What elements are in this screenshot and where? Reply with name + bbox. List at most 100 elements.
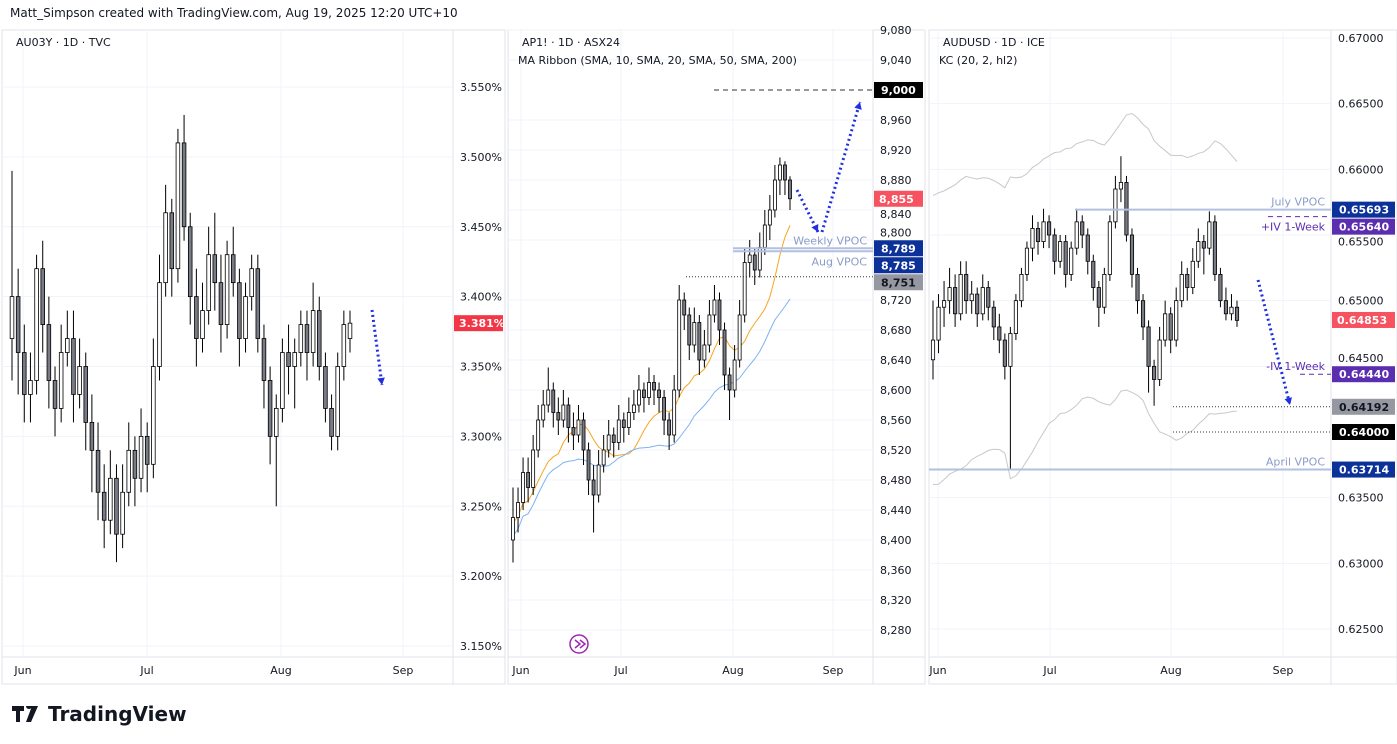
- candle-body: [606, 434, 611, 451]
- x-tick-label: Sep: [823, 664, 844, 677]
- candle-body: [747, 254, 752, 263]
- y-tick-label: 8,440: [880, 504, 912, 517]
- candle-body: [1179, 273, 1184, 302]
- arrow-head-icon: [1284, 397, 1292, 405]
- last-price-bg: [454, 315, 503, 332]
- price-label: 8,785: [881, 259, 916, 272]
- candle-body: [114, 477, 119, 535]
- candle-body: [702, 344, 707, 361]
- candle-body: [120, 491, 125, 535]
- candle-body: [28, 380, 33, 395]
- candle-body: [511, 517, 515, 541]
- candle-body: [40, 268, 45, 325]
- y-tick-label: 3.400%: [460, 291, 502, 304]
- y-tick-label: 0.66000: [1338, 163, 1384, 176]
- dotted-arrow: [795, 189, 820, 233]
- candle-body: [516, 502, 520, 518]
- candle-body: [1013, 300, 1018, 334]
- candle-body: [647, 382, 651, 398]
- candle-body: [224, 254, 230, 325]
- candle-body: [71, 338, 76, 395]
- candle-body: [243, 296, 248, 339]
- candle-body: [986, 287, 991, 308]
- candle-body: [581, 419, 586, 451]
- candle-body: [788, 179, 792, 200]
- y-tick-label: 8,800: [880, 226, 912, 239]
- dotted-arrow: [1256, 279, 1292, 406]
- candle-body: [1234, 306, 1240, 321]
- candle-body: [15, 296, 21, 353]
- candle-body: [298, 324, 304, 353]
- y-tick-label: 8,280: [880, 624, 912, 637]
- level-label: Aug VPOC: [812, 255, 868, 268]
- candle-body: [181, 142, 187, 228]
- x-tick-label: Sep: [1273, 664, 1294, 677]
- candle-body: [267, 380, 273, 437]
- y-tick-label: 8,560: [880, 414, 912, 427]
- candle-body: [980, 287, 985, 315]
- candle-body: [237, 282, 242, 339]
- candle-body: [1190, 260, 1195, 288]
- price-label-bg: [874, 274, 923, 291]
- y-tick-label: 3.200%: [460, 570, 502, 583]
- candle-body: [642, 389, 646, 398]
- candle-body: [1019, 273, 1024, 302]
- price-label: 0.64192: [1339, 401, 1389, 414]
- candle-body: [9, 296, 15, 339]
- level-label: -IV 1-Week: [1266, 360, 1326, 373]
- logo-text: TradingView: [48, 702, 187, 726]
- x-tick-label: Jun: [511, 664, 529, 677]
- y-tick-label: 8,360: [880, 564, 912, 577]
- candle-body: [586, 449, 591, 481]
- candle-body: [722, 329, 727, 376]
- candle-body: [936, 306, 941, 341]
- candle-body: [212, 254, 218, 284]
- candle-body: [626, 412, 631, 428]
- candle-body: [611, 434, 616, 443]
- candle-body: [108, 477, 113, 521]
- candle-body: [662, 397, 667, 421]
- price-label: 0.63714: [1339, 464, 1389, 477]
- y-tick-label: 0.65500: [1338, 236, 1384, 249]
- replay-icon: [569, 634, 589, 654]
- level-label: +IV 1-Week: [1261, 221, 1326, 234]
- last-price-bg: [1332, 311, 1395, 328]
- price-label: 8,789: [881, 242, 916, 255]
- x-tick-label: Sep: [393, 664, 414, 677]
- candle-body: [52, 380, 58, 409]
- y-tick-label: 3.300%: [460, 430, 502, 443]
- candle-body: [323, 366, 328, 409]
- candle-body: [1063, 241, 1068, 275]
- x-tick-label: Jun: [13, 664, 31, 677]
- candle-body: [682, 299, 687, 316]
- candle-body: [200, 310, 205, 339]
- candle-body: [767, 209, 772, 226]
- candle-body: [1102, 273, 1107, 308]
- candle-body: [672, 389, 677, 436]
- tradingview-logo[interactable]: TradingView: [12, 702, 187, 726]
- candle-body: [206, 254, 211, 311]
- y-tick-label: 8,880: [880, 174, 912, 187]
- panel-border: [928, 29, 1397, 685]
- candle-body: [969, 293, 974, 302]
- candle-body: [576, 419, 581, 436]
- candle-body: [157, 282, 162, 367]
- price-label: 9,000: [881, 84, 916, 97]
- candle-body: [101, 491, 107, 521]
- candle-body: [752, 254, 757, 271]
- candle-body: [566, 404, 571, 428]
- sma-20-line: [512, 298, 791, 537]
- candle-body: [151, 366, 156, 465]
- y-tick-label: 3.500%: [460, 151, 502, 164]
- candle-body: [22, 352, 27, 395]
- candle-body: [329, 408, 334, 437]
- y-tick-label: 8,720: [880, 294, 912, 307]
- dotted-arrow: [370, 309, 384, 386]
- candle-body: [1118, 182, 1123, 190]
- candle-body: [1080, 221, 1085, 236]
- candle-body: [218, 282, 224, 325]
- arrow-head-icon: [854, 102, 862, 110]
- candle-body: [551, 389, 556, 413]
- candle-body: [616, 419, 621, 443]
- y-tick-label: 9,080: [880, 24, 912, 37]
